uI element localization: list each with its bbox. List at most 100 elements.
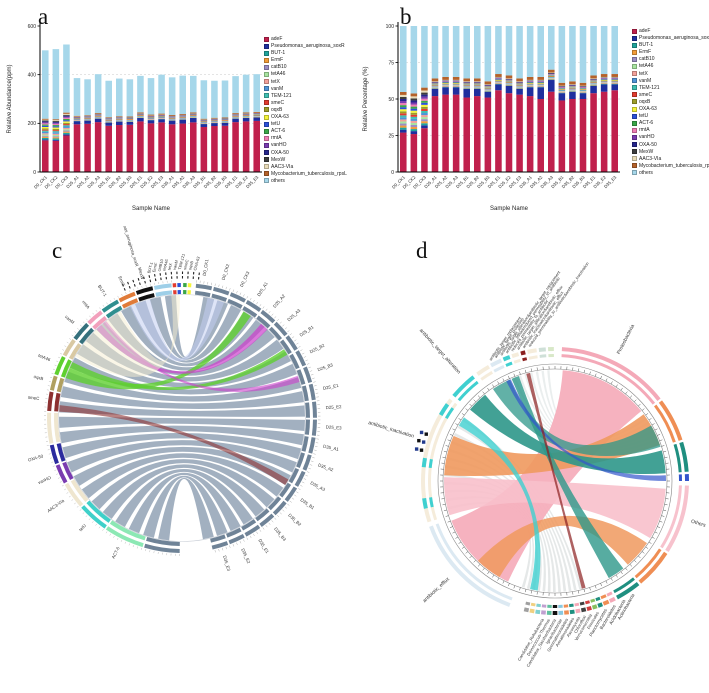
legend-swatch <box>264 107 269 112</box>
tick <box>263 527 264 529</box>
chart-text: Sample Name <box>490 206 529 212</box>
tick <box>211 283 212 285</box>
arc-segment <box>136 286 153 295</box>
tick <box>62 485 64 486</box>
tick <box>525 589 526 592</box>
bar-segment <box>53 121 60 122</box>
arc-segment <box>569 604 574 608</box>
bar-segment <box>611 90 618 172</box>
chart-text: BUT-1 <box>97 284 108 298</box>
legend-label: MexW <box>639 149 653 155</box>
legend-label: tetU <box>639 113 648 119</box>
tick <box>296 492 298 493</box>
legend-label: tetA46 <box>271 71 285 77</box>
tick <box>625 392 627 394</box>
tick <box>56 474 58 475</box>
bar-segment <box>516 78 523 81</box>
bar-segment <box>116 79 123 117</box>
tick <box>294 340 296 341</box>
tick <box>240 293 241 295</box>
legend-label: tetX <box>639 71 648 77</box>
arc-segment <box>188 283 192 287</box>
chart-text: 100 <box>386 24 395 30</box>
tick <box>478 564 480 566</box>
bar-segment <box>190 118 197 122</box>
tick <box>448 440 451 441</box>
tick <box>478 396 480 398</box>
chart-text: D35_B1 <box>299 497 315 511</box>
bar-segment <box>421 103 428 105</box>
tick <box>287 330 289 332</box>
bar-segment <box>42 50 49 118</box>
chart-text: vanM <box>64 314 76 325</box>
chart-text: D35_E1 <box>257 538 270 555</box>
bar-segment <box>211 118 218 119</box>
tick <box>250 536 251 538</box>
tick <box>86 515 87 516</box>
tick <box>300 485 302 486</box>
legend-swatch <box>632 57 637 62</box>
legend-swatch <box>632 170 637 175</box>
bar-segment <box>548 80 555 92</box>
tick <box>313 382 315 383</box>
tick <box>616 385 618 388</box>
bar-segment <box>53 141 60 172</box>
arc-segment <box>564 604 569 607</box>
bar-segment <box>411 115 418 117</box>
bar-segment <box>527 26 534 77</box>
bar-segment <box>137 76 144 113</box>
tick <box>296 343 298 344</box>
tick <box>595 374 596 377</box>
tick <box>56 361 58 362</box>
tick <box>89 518 90 519</box>
arc-segment <box>539 347 546 352</box>
arc-segment <box>547 605 552 608</box>
tick <box>287 504 289 506</box>
legend-label: OXA-50 <box>271 150 289 156</box>
bar-segment <box>400 103 407 105</box>
bar-segment <box>527 96 534 172</box>
tick <box>124 288 125 290</box>
bar-segment <box>95 119 102 122</box>
bar-segment <box>42 120 49 121</box>
tick <box>99 527 100 529</box>
tick <box>649 542 652 544</box>
bar-segment <box>53 49 60 119</box>
bar-segment <box>432 26 439 78</box>
bar-segment <box>53 129 60 130</box>
bar-segment <box>232 122 239 172</box>
bar-segment <box>63 134 70 135</box>
bar-segment <box>548 70 555 73</box>
arc-segment <box>606 591 612 596</box>
legend-item: rmtA <box>632 127 709 133</box>
tick <box>508 583 509 586</box>
bar-segment <box>400 26 407 92</box>
legend-swatch <box>632 92 637 97</box>
bar-segment <box>474 96 481 172</box>
bar-segment <box>63 115 70 116</box>
legend-swatch <box>264 37 269 42</box>
arc-segment <box>580 602 585 606</box>
arc-segment <box>154 283 172 289</box>
legend-label: oqxB <box>639 99 650 105</box>
legend-swatch <box>264 72 269 77</box>
tick <box>302 353 304 354</box>
bar-segment <box>432 89 439 96</box>
legend-item: oqxB <box>264 107 360 113</box>
bar-segment <box>421 93 428 95</box>
arc-segment <box>514 359 521 364</box>
bar-segment <box>116 122 123 125</box>
tick <box>96 524 97 526</box>
arc-segment <box>183 290 186 294</box>
bar-segment <box>74 124 81 172</box>
legend-item: vanHO <box>632 134 709 140</box>
legend-swatch <box>632 78 637 83</box>
bar-segment <box>232 76 239 113</box>
bar-segment <box>137 121 144 172</box>
chart-text: 0 <box>391 170 394 176</box>
bar-segment <box>580 99 587 172</box>
bar-segment <box>421 95 428 97</box>
tick <box>74 503 76 504</box>
tick <box>298 488 300 489</box>
bar-segment <box>453 77 460 80</box>
